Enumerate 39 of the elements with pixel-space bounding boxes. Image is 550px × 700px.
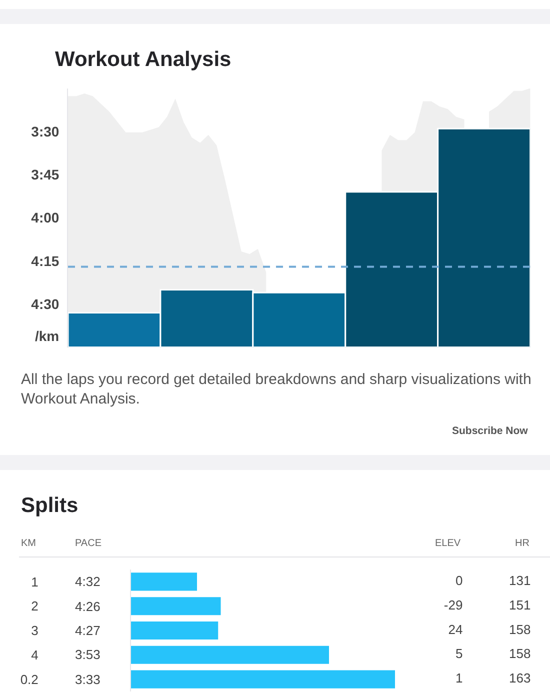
bar <box>131 572 197 591</box>
text: Subscribe Now <box>452 425 529 437</box>
y-tick-label: 4:00 <box>31 210 60 226</box>
category-label: 4:32 <box>75 574 100 589</box>
y-tick-label: 4:15 <box>31 252 60 269</box>
data-label: 158 <box>508 622 531 637</box>
y-tick-label: 0.2 <box>20 672 38 687</box>
bar <box>131 670 395 688</box>
chart-title: Splits <box>21 494 78 517</box>
y-tick-label: 3 <box>31 623 38 638</box>
data-label: 151 <box>508 597 531 612</box>
bar <box>131 646 329 664</box>
y-axis-title: /km <box>35 328 60 344</box>
data-label: 1 <box>455 670 463 686</box>
category-label: 4:27 <box>75 623 100 638</box>
category-label: 3:33 <box>75 672 100 687</box>
category-label: 3:53 <box>75 647 100 662</box>
data-label: 163 <box>508 670 531 686</box>
text: All the laps you record get detailed breakdowns and sharp visualizations with Workout Analysis. <box>21 371 532 408</box>
y-tick-label: 1 <box>31 574 38 590</box>
y-tick-label: 4 <box>31 647 38 662</box>
text: HR <box>515 538 530 549</box>
data-label: 0 <box>455 572 463 588</box>
y-tick-label: 3:45 <box>31 166 60 183</box>
data-label: -29 <box>444 597 463 612</box>
y-axis-title: KM <box>21 538 36 549</box>
category-label: 4:26 <box>75 599 100 614</box>
data-label: 24 <box>448 622 463 637</box>
text: ELEV <box>435 538 461 549</box>
text: PACE <box>75 538 102 549</box>
data-label: 5 <box>455 646 463 662</box>
y-tick-label: 4:30 <box>31 296 60 312</box>
bar <box>131 597 221 616</box>
data-label: 158 <box>508 646 531 662</box>
data-label: 131 <box>508 572 531 588</box>
bar <box>131 621 218 640</box>
chart-title: Workout Analysis <box>55 48 232 71</box>
y-tick-label: 2 <box>31 598 38 614</box>
y-tick-label: 3:30 <box>31 123 60 140</box>
